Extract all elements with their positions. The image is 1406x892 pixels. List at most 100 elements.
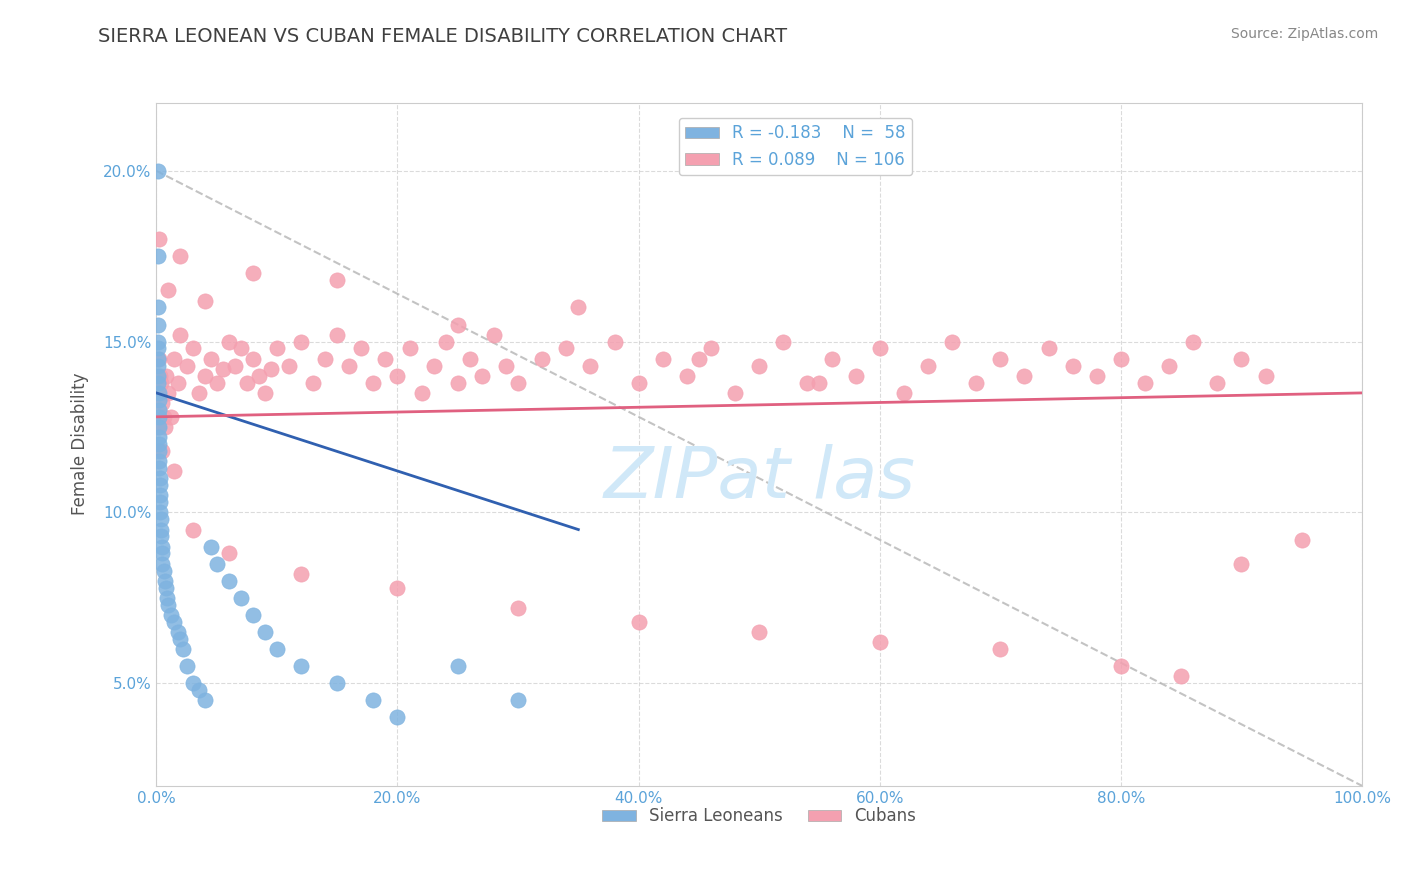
Point: [917, 359, 939, 373]
Point: [200, 540, 222, 554]
Point: [627, 615, 650, 629]
Point: [163, 615, 186, 629]
Point: [965, 376, 987, 390]
Point: [748, 625, 770, 640]
Point: [260, 362, 283, 376]
Point: [290, 334, 312, 349]
Point: [748, 359, 770, 373]
Point: [160, 409, 183, 424]
Point: [152, 396, 174, 410]
Point: [1206, 376, 1229, 390]
Point: [218, 546, 240, 560]
Point: [194, 368, 217, 383]
Point: [148, 403, 170, 417]
Point: [1014, 368, 1036, 383]
Point: [820, 351, 842, 366]
Point: [176, 359, 198, 373]
Point: [242, 266, 264, 280]
Point: [1230, 351, 1253, 366]
Point: [482, 327, 505, 342]
Point: [148, 437, 170, 451]
Point: [495, 359, 517, 373]
Point: [988, 642, 1011, 657]
Point: [1159, 359, 1181, 373]
Point: [941, 334, 963, 349]
Point: [579, 359, 602, 373]
Point: [146, 301, 169, 315]
Point: [1291, 533, 1313, 547]
Point: [146, 368, 169, 383]
Point: [247, 368, 270, 383]
Point: [1109, 351, 1132, 366]
Point: [229, 591, 252, 605]
Text: ZIPat las: ZIPat las: [603, 444, 915, 513]
Point: [181, 342, 204, 356]
Point: [434, 334, 457, 349]
Point: [242, 607, 264, 622]
Point: [146, 351, 169, 366]
Point: [1062, 359, 1084, 373]
Point: [808, 376, 831, 390]
Point: [869, 342, 891, 356]
Point: [387, 581, 409, 595]
Point: [169, 632, 191, 646]
Point: [398, 342, 420, 356]
Text: SIERRA LEONEAN VS CUBAN FEMALE DISABILITY CORRELATION CHART: SIERRA LEONEAN VS CUBAN FEMALE DISABILIT…: [98, 27, 787, 45]
Point: [150, 376, 173, 390]
Point: [149, 478, 172, 492]
Point: [157, 385, 180, 400]
Point: [253, 385, 276, 400]
Point: [506, 693, 529, 707]
Legend: Sierra Leoneans, Cubans: Sierra Leoneans, Cubans: [596, 801, 922, 832]
Point: [1109, 659, 1132, 673]
Point: [387, 710, 409, 724]
Point: [148, 392, 170, 407]
Point: [169, 327, 191, 342]
Point: [146, 334, 169, 349]
Point: [148, 351, 170, 366]
Point: [458, 351, 481, 366]
Point: [148, 461, 170, 475]
Point: [194, 293, 217, 308]
Point: [290, 659, 312, 673]
Point: [160, 607, 183, 622]
Point: [422, 359, 444, 373]
Point: [152, 564, 174, 578]
Point: [447, 659, 470, 673]
Point: [148, 409, 170, 424]
Point: [447, 318, 470, 332]
Point: [1254, 368, 1277, 383]
Point: [152, 444, 174, 458]
Point: [146, 342, 169, 356]
Point: [205, 376, 228, 390]
Point: [176, 659, 198, 673]
Point: [651, 351, 673, 366]
Point: [163, 465, 186, 479]
Point: [194, 693, 217, 707]
Point: [148, 444, 170, 458]
Point: [1230, 557, 1253, 571]
Y-axis label: Female Disability: Female Disability: [72, 373, 89, 516]
Point: [149, 368, 172, 383]
Point: [1182, 334, 1205, 349]
Point: [146, 164, 169, 178]
Point: [266, 642, 288, 657]
Point: [149, 506, 172, 520]
Point: [290, 566, 312, 581]
Point: [149, 488, 172, 502]
Point: [218, 334, 240, 349]
Point: [187, 683, 209, 698]
Point: [153, 420, 176, 434]
Point: [224, 359, 246, 373]
Point: [688, 351, 710, 366]
Point: [627, 376, 650, 390]
Point: [200, 351, 222, 366]
Point: [471, 368, 494, 383]
Point: [363, 376, 385, 390]
Point: [150, 512, 173, 526]
Point: [447, 376, 470, 390]
Point: [167, 376, 190, 390]
Point: [374, 351, 396, 366]
Point: [326, 273, 349, 287]
Point: [181, 676, 204, 690]
